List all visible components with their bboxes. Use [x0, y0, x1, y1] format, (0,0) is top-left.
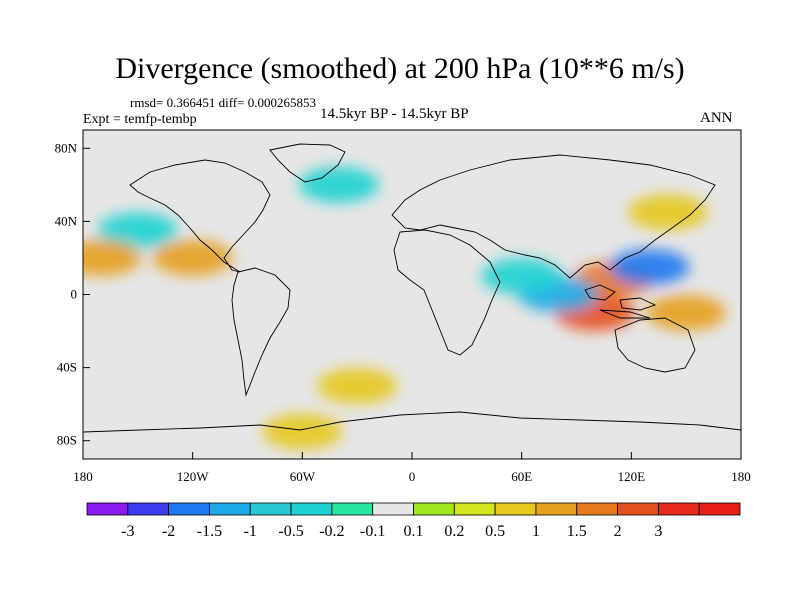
colorbar-label: 1	[532, 523, 540, 540]
period-label: 14.5kyr BP - 14.5kyr BP	[320, 106, 469, 122]
divergence-field	[83, 166, 727, 450]
colorbar-swatch	[168, 502, 210, 516]
colorbar-label: -1	[244, 523, 257, 540]
colorbar-label: 0.2	[444, 523, 464, 540]
colorbar-label: 1.5	[567, 523, 587, 540]
coast-antarctica	[83, 411, 741, 433]
coast-australia	[614, 317, 696, 373]
colorbar-label: -2	[162, 523, 175, 540]
lon-tick-label: 60E	[511, 469, 532, 484]
colorbar-label: -0.1	[360, 523, 385, 540]
lon-tick-label: 60W	[290, 469, 316, 484]
field-blob-4	[298, 166, 379, 203]
colorbar: -3 -2 -1.5 -1 -0.5 -0.2 -0.1 0.1 0.2 0.5 1 1.5 2 3	[86, 502, 741, 540]
colorbar-label: 2	[614, 523, 622, 540]
colorbar-swatch	[453, 502, 496, 516]
lat-axis: 80N 40N 0 40S 80S	[55, 140, 90, 448]
field-blob-12	[262, 413, 343, 450]
field-blobs	[83, 166, 727, 450]
colorbar-swatch	[86, 502, 129, 516]
coast-north-america	[129, 159, 271, 273]
colorbar-swatch	[657, 502, 700, 516]
colorbar-swatch	[576, 502, 618, 516]
field-blob-10	[646, 294, 727, 331]
plot-title: Divergence (smoothed) at 200 hPa (10**6 …	[115, 52, 685, 85]
colorbar-swatch	[290, 502, 333, 516]
colorbar-swatch	[698, 502, 741, 516]
coast-africa	[393, 229, 501, 356]
colorbar-swatch	[372, 502, 414, 516]
coast-south-america	[231, 267, 291, 397]
coast-greenland	[269, 143, 346, 183]
lat-tick-label: 0	[71, 287, 78, 302]
field-blob-9	[627, 194, 708, 231]
colorbar-label: -1.5	[197, 523, 222, 540]
colorbar-swatch	[127, 502, 170, 516]
lat-tick-label: 80N	[55, 140, 78, 155]
field-blob-11	[317, 367, 398, 404]
lon-tick-label: 180	[73, 469, 93, 484]
lon-tick-label: 120W	[177, 469, 210, 484]
coast-eurasia	[391, 154, 716, 279]
lat-tick-label: 80S	[57, 433, 77, 448]
colorbar-swatch	[617, 502, 659, 516]
experiment-label: Expt = temfp-tembp	[83, 112, 197, 127]
stats-line: rmsd= 0.366451 diff= 0.000265853	[130, 95, 316, 111]
colorbar-swatch	[413, 502, 455, 516]
lon-tick-label: 180	[731, 469, 751, 484]
colorbar-label: -0.5	[278, 523, 303, 540]
colorbar-label: 0.1	[404, 523, 424, 540]
lon-tick-label: 120E	[618, 469, 646, 484]
field-blob-7	[152, 239, 233, 276]
colorbar-swatch	[249, 502, 292, 516]
map-background	[83, 130, 741, 459]
rmsd-value: rmsd= 0.366451	[130, 95, 216, 110]
coast-indonesia	[584, 284, 657, 319]
lon-tick-label: 0	[409, 469, 416, 484]
colorbar-label: 0.5	[485, 523, 505, 540]
lon-axis: 180 120W 60W 0 60E 120E 180	[73, 452, 751, 484]
colorbar-swatch	[535, 502, 578, 516]
field-blob-6	[83, 239, 142, 276]
colorbar-label: -3	[121, 523, 134, 540]
colorbar-swatch	[209, 502, 251, 516]
colorbar-swatch	[331, 502, 374, 516]
colorbar-label: 3	[654, 523, 662, 540]
colorbar-label: -0.2	[319, 523, 344, 540]
field-blob-5	[97, 212, 178, 249]
season-label: ANN	[700, 110, 733, 126]
coastlines	[83, 143, 741, 433]
colorbar-swatch	[494, 502, 537, 516]
diff-value: diff= 0.000265853	[218, 95, 316, 110]
field-blob-2	[609, 249, 690, 286]
lat-tick-label: 40S	[57, 360, 77, 375]
lat-tick-label: 40N	[55, 213, 78, 228]
field-blob-8	[481, 258, 562, 295]
